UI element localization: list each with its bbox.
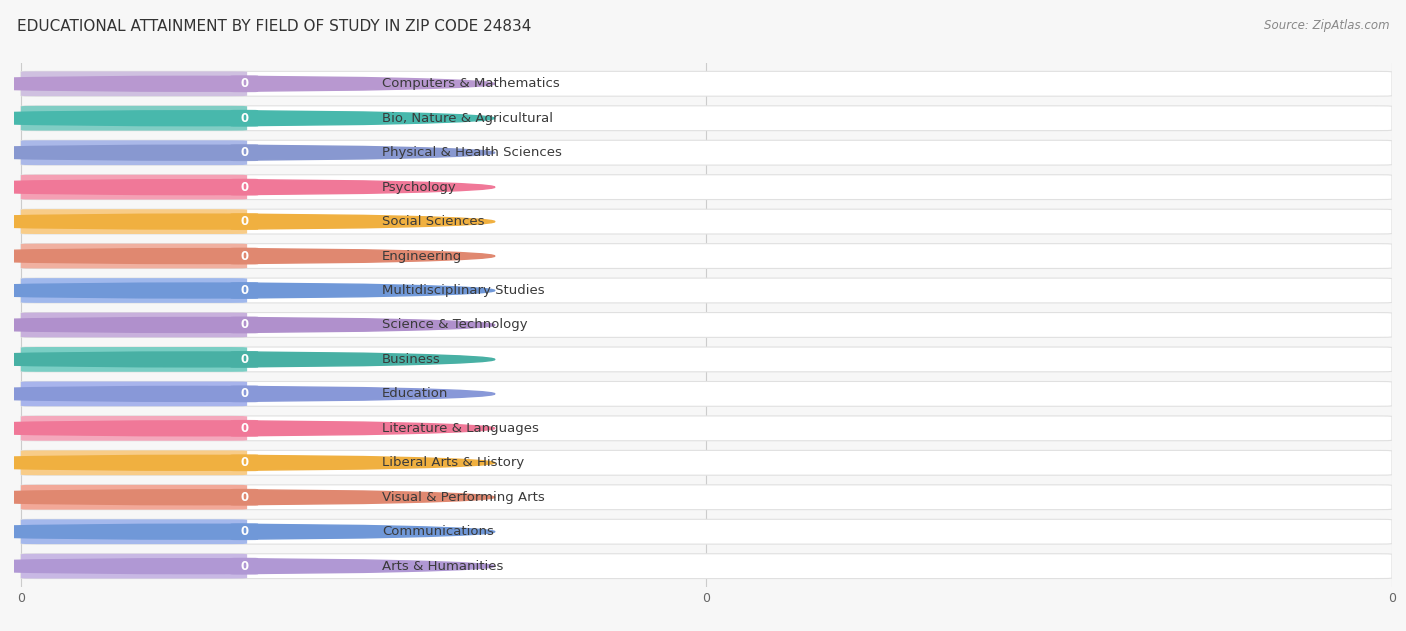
FancyBboxPatch shape xyxy=(21,106,247,131)
Text: 0: 0 xyxy=(240,77,249,90)
FancyBboxPatch shape xyxy=(231,317,259,333)
Circle shape xyxy=(0,145,495,160)
Text: 0: 0 xyxy=(240,491,249,504)
FancyBboxPatch shape xyxy=(231,386,259,403)
Circle shape xyxy=(0,111,495,126)
FancyBboxPatch shape xyxy=(21,451,247,475)
Text: 0: 0 xyxy=(240,319,249,331)
FancyBboxPatch shape xyxy=(231,144,259,161)
Text: 0: 0 xyxy=(240,284,249,297)
Text: 0: 0 xyxy=(240,422,249,435)
FancyBboxPatch shape xyxy=(21,416,1392,440)
FancyBboxPatch shape xyxy=(231,489,259,505)
Circle shape xyxy=(0,524,495,539)
Text: 0: 0 xyxy=(240,456,249,469)
Text: Arts & Humanities: Arts & Humanities xyxy=(382,560,503,573)
Circle shape xyxy=(0,352,495,367)
FancyBboxPatch shape xyxy=(21,519,1392,544)
FancyBboxPatch shape xyxy=(21,175,247,199)
FancyBboxPatch shape xyxy=(21,106,1392,131)
Text: 0: 0 xyxy=(240,215,249,228)
FancyBboxPatch shape xyxy=(21,244,247,268)
FancyBboxPatch shape xyxy=(21,140,1392,165)
FancyBboxPatch shape xyxy=(231,558,259,575)
Text: 0: 0 xyxy=(240,353,249,366)
Text: 0: 0 xyxy=(240,180,249,194)
Text: Psychology: Psychology xyxy=(382,180,457,194)
FancyBboxPatch shape xyxy=(21,347,1392,372)
Text: 0: 0 xyxy=(240,387,249,401)
FancyBboxPatch shape xyxy=(231,351,259,368)
Text: EDUCATIONAL ATTAINMENT BY FIELD OF STUDY IN ZIP CODE 24834: EDUCATIONAL ATTAINMENT BY FIELD OF STUDY… xyxy=(17,19,531,34)
Circle shape xyxy=(0,317,495,333)
Text: 0: 0 xyxy=(240,525,249,538)
Text: Source: ZipAtlas.com: Source: ZipAtlas.com xyxy=(1264,19,1389,32)
FancyBboxPatch shape xyxy=(21,416,247,440)
Circle shape xyxy=(0,249,495,264)
FancyBboxPatch shape xyxy=(231,523,259,540)
Circle shape xyxy=(0,180,495,194)
Text: Business: Business xyxy=(382,353,440,366)
FancyBboxPatch shape xyxy=(231,247,259,264)
Circle shape xyxy=(0,214,495,229)
FancyBboxPatch shape xyxy=(21,71,247,96)
FancyBboxPatch shape xyxy=(21,312,247,338)
Circle shape xyxy=(0,456,495,470)
FancyBboxPatch shape xyxy=(21,554,1392,579)
FancyBboxPatch shape xyxy=(21,209,247,234)
Text: Visual & Performing Arts: Visual & Performing Arts xyxy=(382,491,544,504)
Text: Literature & Languages: Literature & Languages xyxy=(382,422,538,435)
FancyBboxPatch shape xyxy=(21,175,1392,199)
FancyBboxPatch shape xyxy=(231,110,259,127)
Text: Multidisciplinary Studies: Multidisciplinary Studies xyxy=(382,284,544,297)
Text: Liberal Arts & History: Liberal Arts & History xyxy=(382,456,524,469)
Text: Engineering: Engineering xyxy=(382,249,463,262)
Text: 0: 0 xyxy=(240,112,249,125)
FancyBboxPatch shape xyxy=(21,278,247,303)
Circle shape xyxy=(0,283,495,298)
FancyBboxPatch shape xyxy=(21,485,1392,510)
FancyBboxPatch shape xyxy=(21,140,247,165)
FancyBboxPatch shape xyxy=(21,485,247,510)
Text: Education: Education xyxy=(382,387,449,401)
FancyBboxPatch shape xyxy=(21,278,1392,303)
FancyBboxPatch shape xyxy=(231,420,259,437)
Text: 0: 0 xyxy=(240,249,249,262)
FancyBboxPatch shape xyxy=(21,382,247,406)
FancyBboxPatch shape xyxy=(231,213,259,230)
Text: 0: 0 xyxy=(240,560,249,573)
FancyBboxPatch shape xyxy=(21,347,247,372)
Text: Computers & Mathematics: Computers & Mathematics xyxy=(382,77,560,90)
FancyBboxPatch shape xyxy=(21,71,1392,96)
FancyBboxPatch shape xyxy=(21,451,1392,475)
FancyBboxPatch shape xyxy=(21,519,247,544)
FancyBboxPatch shape xyxy=(231,282,259,299)
FancyBboxPatch shape xyxy=(21,382,1392,406)
Circle shape xyxy=(0,558,495,574)
Text: Bio, Nature & Agricultural: Bio, Nature & Agricultural xyxy=(382,112,553,125)
Text: Physical & Health Sciences: Physical & Health Sciences xyxy=(382,146,561,159)
Circle shape xyxy=(0,490,495,505)
Circle shape xyxy=(0,76,495,91)
Text: Science & Technology: Science & Technology xyxy=(382,319,527,331)
FancyBboxPatch shape xyxy=(231,454,259,471)
FancyBboxPatch shape xyxy=(231,179,259,196)
FancyBboxPatch shape xyxy=(21,312,1392,338)
Text: Social Sciences: Social Sciences xyxy=(382,215,484,228)
FancyBboxPatch shape xyxy=(21,244,1392,268)
FancyBboxPatch shape xyxy=(231,75,259,92)
FancyBboxPatch shape xyxy=(21,554,247,579)
FancyBboxPatch shape xyxy=(21,209,1392,234)
Circle shape xyxy=(0,421,495,436)
Text: Communications: Communications xyxy=(382,525,494,538)
Circle shape xyxy=(0,386,495,401)
Text: 0: 0 xyxy=(240,146,249,159)
